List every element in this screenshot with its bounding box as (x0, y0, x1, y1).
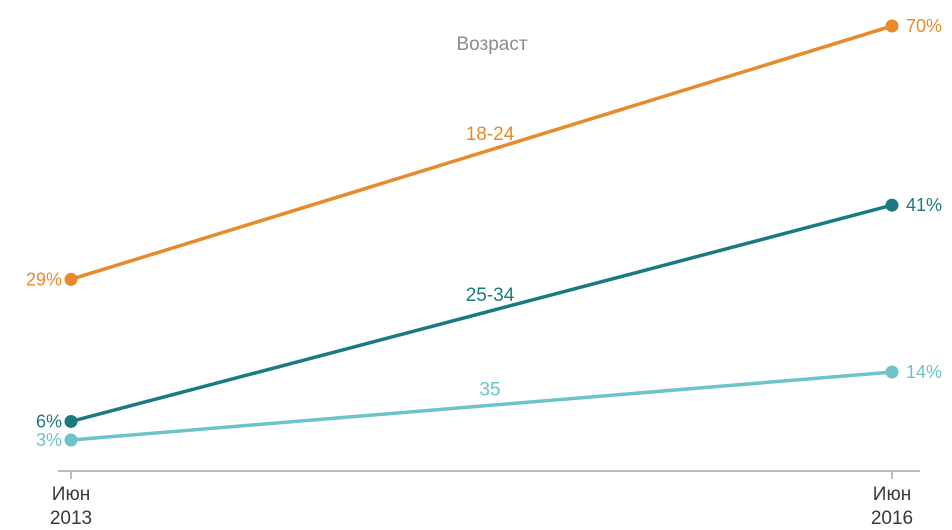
data-label: 41% (906, 195, 942, 215)
series-25-34: 6% 41% 25-34 (36, 195, 942, 431)
data-label: 14% (906, 362, 942, 382)
series-name-label: 18-24 (466, 124, 515, 145)
series-35: 3% 14% 35 (36, 362, 942, 450)
data-label: 70% (906, 16, 942, 36)
series-line (69, 203, 894, 424)
series-name-label: 35 (479, 379, 500, 400)
data-point (64, 433, 78, 447)
data-point (64, 414, 78, 428)
data-point (885, 19, 899, 33)
series-name-label: 25-34 (466, 285, 515, 306)
x-tick-label-year: 2016 (871, 508, 913, 529)
series-line (69, 370, 894, 442)
series-layer: 29% 70% 18-24 6% 41% 25-34 3% 14% 35 (26, 16, 942, 450)
x-tick-label-month: Июн (52, 484, 90, 505)
x-tick-label-month: Июн (873, 484, 911, 505)
series-line (69, 24, 894, 282)
data-label: 6% (36, 411, 62, 431)
x-tick-label-year: 2013 (50, 508, 92, 529)
data-point (885, 365, 899, 379)
x-tick-label: Июн 2013 (50, 484, 92, 529)
series-18-24: 29% 70% 18-24 (26, 16, 942, 289)
data-point (885, 198, 899, 212)
legend-title: Возраст (456, 34, 527, 55)
data-label: 3% (36, 430, 62, 450)
data-label: 29% (26, 269, 62, 289)
x-tick-label: Июн 2016 (871, 484, 913, 529)
data-point (64, 272, 78, 286)
x-tick-labels: Июн 2013 Июн 2016 (50, 484, 913, 529)
x-axis (58, 470, 920, 479)
